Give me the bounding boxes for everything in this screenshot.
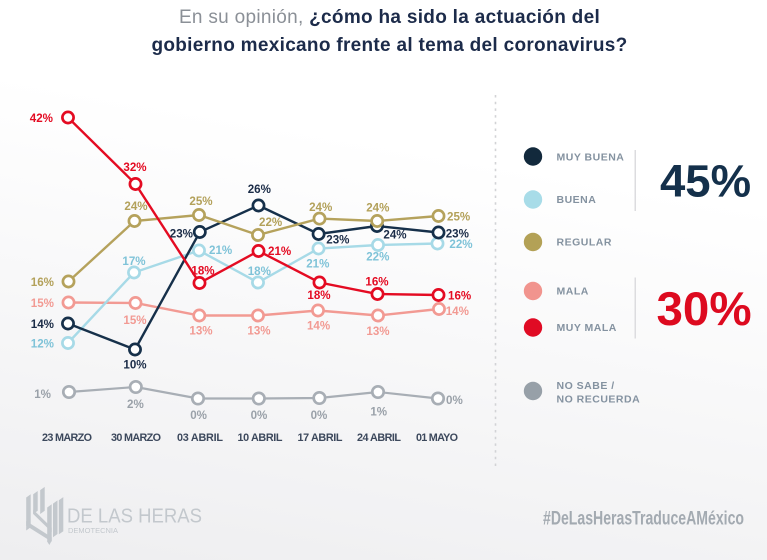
- svg-text:22%: 22%: [259, 216, 282, 229]
- svg-text:21%: 21%: [306, 257, 329, 270]
- svg-text:30 MARZO: 30 MARZO: [111, 432, 161, 444]
- svg-text:24%: 24%: [309, 201, 332, 214]
- svg-text:30%: 30%: [657, 283, 752, 336]
- svg-text:24%: 24%: [124, 200, 147, 213]
- svg-text:22%: 22%: [366, 251, 389, 264]
- svg-text:#DeLasHerasTraduceAMéxico: #DeLasHerasTraduceAMéxico: [543, 509, 744, 530]
- svg-text:17%: 17%: [122, 255, 145, 268]
- svg-text:01 MAYO: 01 MAYO: [416, 432, 458, 444]
- svg-text:17 ABRIL: 17 ABRIL: [298, 432, 343, 444]
- svg-text:1%: 1%: [370, 405, 387, 418]
- svg-text:15%: 15%: [31, 297, 54, 310]
- svg-text:25%: 25%: [189, 195, 212, 208]
- svg-text:12%: 12%: [31, 338, 54, 351]
- svg-text:03 ABRIL: 03 ABRIL: [177, 432, 223, 444]
- svg-text:0%: 0%: [190, 409, 207, 422]
- svg-text:42%: 42%: [30, 112, 53, 125]
- svg-text:1%: 1%: [34, 388, 51, 401]
- svg-text:18%: 18%: [191, 265, 214, 278]
- svg-text:25%: 25%: [447, 211, 470, 224]
- svg-text:DEMOTECNIA: DEMOTECNIA: [68, 526, 118, 535]
- svg-text:24 ABRIL: 24 ABRIL: [357, 432, 401, 444]
- svg-text:BUENA: BUENA: [557, 194, 597, 206]
- svg-text:23%: 23%: [170, 227, 193, 240]
- svg-text:24%: 24%: [383, 228, 406, 241]
- svg-text:MALA: MALA: [557, 286, 589, 298]
- svg-text:10 ABRIL: 10 ABRIL: [238, 432, 283, 444]
- svg-text:23%: 23%: [446, 227, 469, 240]
- svg-text:16%: 16%: [31, 276, 54, 289]
- svg-text:32%: 32%: [123, 161, 146, 174]
- svg-text:MUY BUENA: MUY BUENA: [557, 152, 625, 164]
- svg-text:NO SABE /: NO SABE /: [557, 380, 615, 392]
- svg-text:16%: 16%: [448, 290, 471, 303]
- svg-text:14%: 14%: [446, 305, 469, 318]
- svg-text:23 MARZO: 23 MARZO: [42, 432, 92, 444]
- svg-text:13%: 13%: [189, 325, 212, 338]
- svg-text:14%: 14%: [31, 318, 54, 331]
- svg-text:10%: 10%: [123, 359, 146, 372]
- svg-text:21%: 21%: [209, 244, 232, 257]
- svg-text:45%: 45%: [660, 156, 751, 207]
- svg-text:21%: 21%: [268, 245, 291, 258]
- svg-text:NO RECUERDA: NO RECUERDA: [557, 393, 641, 405]
- svg-text:MUY MALA: MUY MALA: [557, 322, 617, 334]
- svg-text:0%: 0%: [251, 409, 268, 422]
- svg-text:DE LAS HERAS: DE LAS HERAS: [67, 506, 202, 528]
- svg-text:0%: 0%: [446, 394, 463, 407]
- svg-text:24%: 24%: [366, 202, 389, 215]
- svg-text:18%: 18%: [307, 289, 330, 302]
- svg-text:0%: 0%: [311, 409, 328, 422]
- svg-text:15%: 15%: [123, 314, 146, 327]
- svg-text:14%: 14%: [307, 320, 330, 333]
- svg-text:26%: 26%: [248, 183, 271, 196]
- svg-text:22%: 22%: [449, 238, 472, 251]
- svg-text:13%: 13%: [366, 325, 389, 338]
- svg-text:16%: 16%: [365, 276, 388, 289]
- svg-text:23%: 23%: [326, 234, 349, 247]
- svg-text:13%: 13%: [247, 325, 270, 338]
- svg-text:18%: 18%: [248, 265, 271, 278]
- svg-text:2%: 2%: [127, 398, 144, 411]
- svg-text:REGULAR: REGULAR: [557, 237, 612, 249]
